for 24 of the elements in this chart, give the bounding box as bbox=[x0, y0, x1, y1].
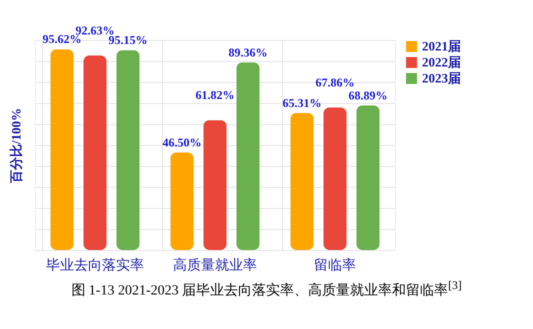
bar bbox=[236, 62, 260, 250]
x-tick-label: 毕业去向落实率 bbox=[46, 258, 144, 274]
bar bbox=[323, 107, 347, 250]
caption: 图 1-13 2021-2023 届毕业去向落实率、高质量就业率和留临率$^{[3]}$ bbox=[70, 279, 463, 300]
data-label: 61.82% bbox=[196, 88, 234, 102]
x-tick-label: 留临率 bbox=[314, 258, 356, 274]
bar bbox=[290, 112, 314, 250]
y-axis-title: 百分比/100% bbox=[8, 108, 24, 184]
x-tick-label: 高质量就业率 bbox=[173, 258, 257, 274]
data-label: 67.86% bbox=[316, 75, 354, 90]
bar bbox=[50, 49, 74, 250]
bar bbox=[203, 120, 227, 250]
data-label: 95.15% bbox=[108, 33, 148, 48]
legend-label: 2022届 bbox=[422, 54, 461, 70]
bar bbox=[170, 152, 194, 250]
bar bbox=[83, 55, 107, 250]
bar bbox=[116, 50, 140, 250]
bar bbox=[356, 105, 380, 250]
data-label: 68.89% bbox=[348, 88, 388, 102]
data-label: 65.31% bbox=[282, 96, 322, 110]
data-label: 89.36% bbox=[228, 45, 268, 60]
data-label: 46.50% bbox=[162, 135, 202, 150]
legend-label: 2023届 bbox=[422, 70, 461, 86]
legend-label: 2021届 bbox=[422, 38, 461, 54]
